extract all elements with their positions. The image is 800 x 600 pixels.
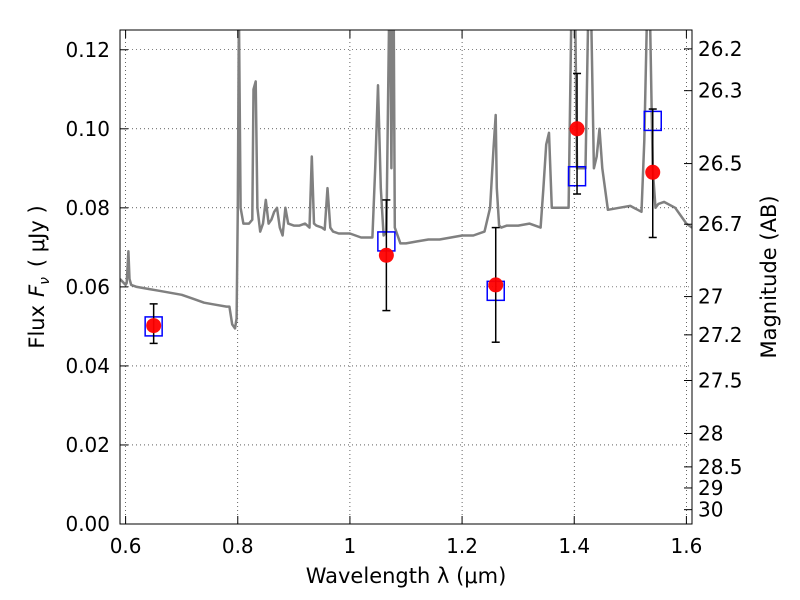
y-axis-label: FluxFν( μJy ) bbox=[25, 205, 53, 348]
x-tick-label: 1.2 bbox=[446, 534, 478, 558]
right-tick-label: 26.5 bbox=[698, 152, 743, 176]
plot-frame bbox=[119, 29, 693, 525]
x-tick-label: 1.6 bbox=[670, 534, 702, 558]
y-tick-label: 0.10 bbox=[65, 117, 110, 141]
y-tick-label: 0.02 bbox=[65, 433, 110, 457]
x-tick-label: 0.6 bbox=[110, 534, 142, 558]
right-tick-label: 26.2 bbox=[698, 37, 743, 61]
y-tick-label: 0.04 bbox=[65, 354, 110, 378]
right-tick-label: 26.3 bbox=[698, 79, 743, 103]
y-tick-label: 0.00 bbox=[65, 512, 110, 536]
observed-circle-marker bbox=[146, 318, 162, 334]
observed-circle-marker bbox=[378, 247, 394, 263]
right-tick-label: 26.7 bbox=[698, 212, 743, 236]
series-layer bbox=[120, 30, 692, 345]
spectrum-line bbox=[120, 30, 692, 330]
right-tick-label: 27.5 bbox=[698, 369, 743, 393]
right-tick-label: 27 bbox=[698, 285, 723, 309]
plot-background bbox=[120, 30, 692, 524]
x-tick-label: 1 bbox=[344, 534, 357, 558]
right-tick-label: 27.2 bbox=[698, 323, 743, 347]
x-tick-label: 1.4 bbox=[558, 534, 590, 558]
y-tick-label: 0.12 bbox=[65, 38, 110, 62]
observed-circle-marker bbox=[569, 121, 585, 137]
axis-ticks: 0.6 0.8 1 1.2 1.4 1.6 0.00 0.02 0.04 0.06 0.08 0.10… bbox=[65, 30, 743, 558]
y-axis-label-right: Magnitude (AB) bbox=[757, 195, 781, 358]
y-tick-label: 0.08 bbox=[65, 196, 110, 220]
right-tick-label: 29 bbox=[698, 476, 723, 500]
right-tick-label: 30 bbox=[698, 498, 723, 522]
y-tick-label: 0.06 bbox=[65, 275, 110, 299]
right-tick-label: 28.5 bbox=[698, 455, 743, 479]
right-tick-label: 28 bbox=[698, 421, 723, 445]
observed-circle-marker bbox=[645, 164, 661, 180]
observed-circle-marker bbox=[488, 277, 504, 293]
x-tick-label: 0.8 bbox=[222, 534, 254, 558]
x-axis-label: Wavelength λ (μm) bbox=[306, 564, 507, 588]
